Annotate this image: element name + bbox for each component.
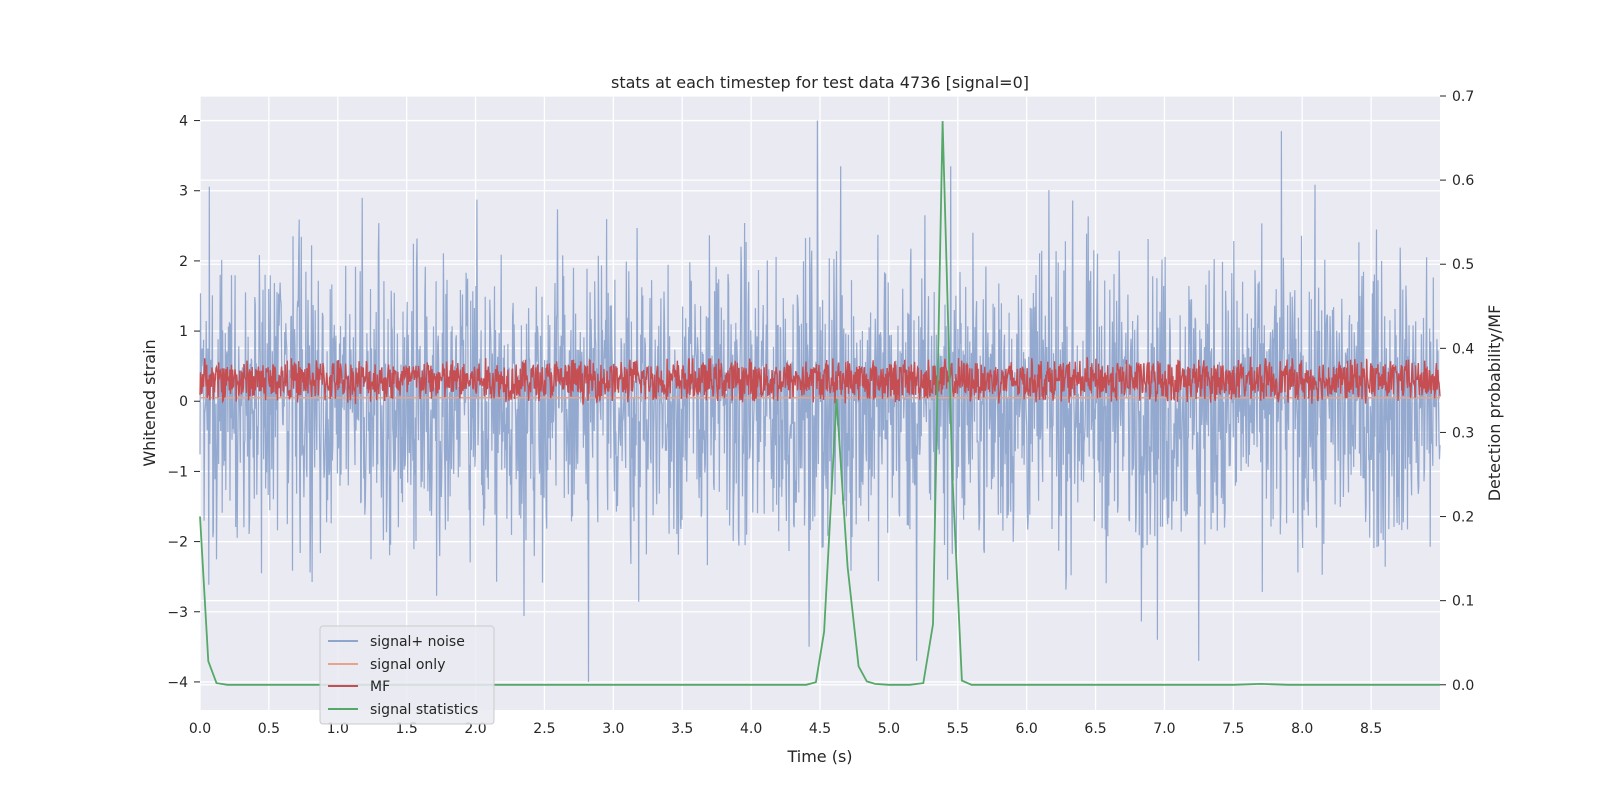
x-tick-label: 2.5 [533, 721, 555, 737]
y-right-tick-label: 0.5 [1452, 257, 1474, 273]
y-right-tick-label: 0.0 [1452, 678, 1474, 694]
series-mf [199, 356, 1441, 405]
x-axis-label: Time (s) [786, 747, 852, 766]
series-signal-statistics [199, 121, 1440, 686]
x-tick-label: 5.0 [878, 721, 900, 737]
x-tick-label: 7.0 [1153, 721, 1175, 737]
x-tick-label: 3.5 [671, 721, 693, 737]
x-tick-label: 2.0 [464, 721, 486, 737]
y-left-tick-label: 2 [179, 254, 188, 270]
y-axis-label-left: Whitened strain [140, 339, 159, 466]
x-tick-label: 7.5 [1222, 721, 1244, 737]
y-axis-label-right: Detection probability/MF [1485, 305, 1504, 502]
y-right-tick-label: 0.1 [1452, 594, 1474, 610]
x-tick-label: 1.5 [396, 721, 418, 737]
data-layer [199, 120, 1441, 686]
ticks: 0.0 0.5 1.0 1.5 2.0 2.5 3.0 3.5 4.0 4.5 5.0 5.5 6.0 6… [167, 89, 1474, 737]
x-tick-label: 0.5 [258, 721, 280, 737]
x-tick-label: 6.0 [1016, 721, 1038, 737]
y-left-tick-label: 0 [179, 394, 188, 410]
y-left-tick-label: −3 [167, 605, 188, 621]
x-tick-label: 8.5 [1360, 721, 1382, 737]
y-left-tick-label: −1 [167, 464, 188, 480]
y-left-tick-label: −4 [167, 675, 188, 691]
y-left-tick-label: 1 [179, 324, 188, 340]
legend-box [319, 625, 495, 725]
x-tick-label: 4.0 [740, 721, 762, 737]
y-left-tick-label: 3 [179, 184, 188, 200]
x-tick-label: 0.0 [189, 721, 211, 737]
series-signal-noise [199, 120, 1441, 682]
x-tick-label: 4.5 [809, 721, 831, 737]
x-tick-label: 1.0 [327, 721, 349, 737]
x-tick-label: 6.5 [1084, 721, 1106, 737]
y-right-tick-label: 0.7 [1452, 89, 1474, 105]
legend-label-signal-only: signal only [370, 657, 445, 673]
legend-label-signal-noise: signal+ noise [370, 634, 465, 650]
y-right-tick-label: 0.3 [1452, 425, 1474, 441]
y-right-tick-label: 0.4 [1452, 341, 1474, 357]
x-tick-label: 5.5 [947, 721, 969, 737]
y-left-tick-label: 4 [179, 114, 188, 130]
y-left-tick-label: −2 [167, 535, 188, 551]
y-right-tick-label: 0.6 [1452, 173, 1474, 189]
legend-label-mf: MF [370, 679, 390, 695]
chart-title: stats at each timestep for test data 473… [611, 73, 1029, 92]
legend-label-signal-statistics: signal statistics [370, 702, 478, 718]
x-tick-label: 3.0 [602, 721, 624, 737]
legend: signal+ noise signal only MF signal stat… [319, 625, 495, 725]
x-tick-label: 8.0 [1291, 721, 1313, 737]
y-right-tick-label: 0.2 [1452, 510, 1474, 526]
grid [199, 95, 1440, 710]
